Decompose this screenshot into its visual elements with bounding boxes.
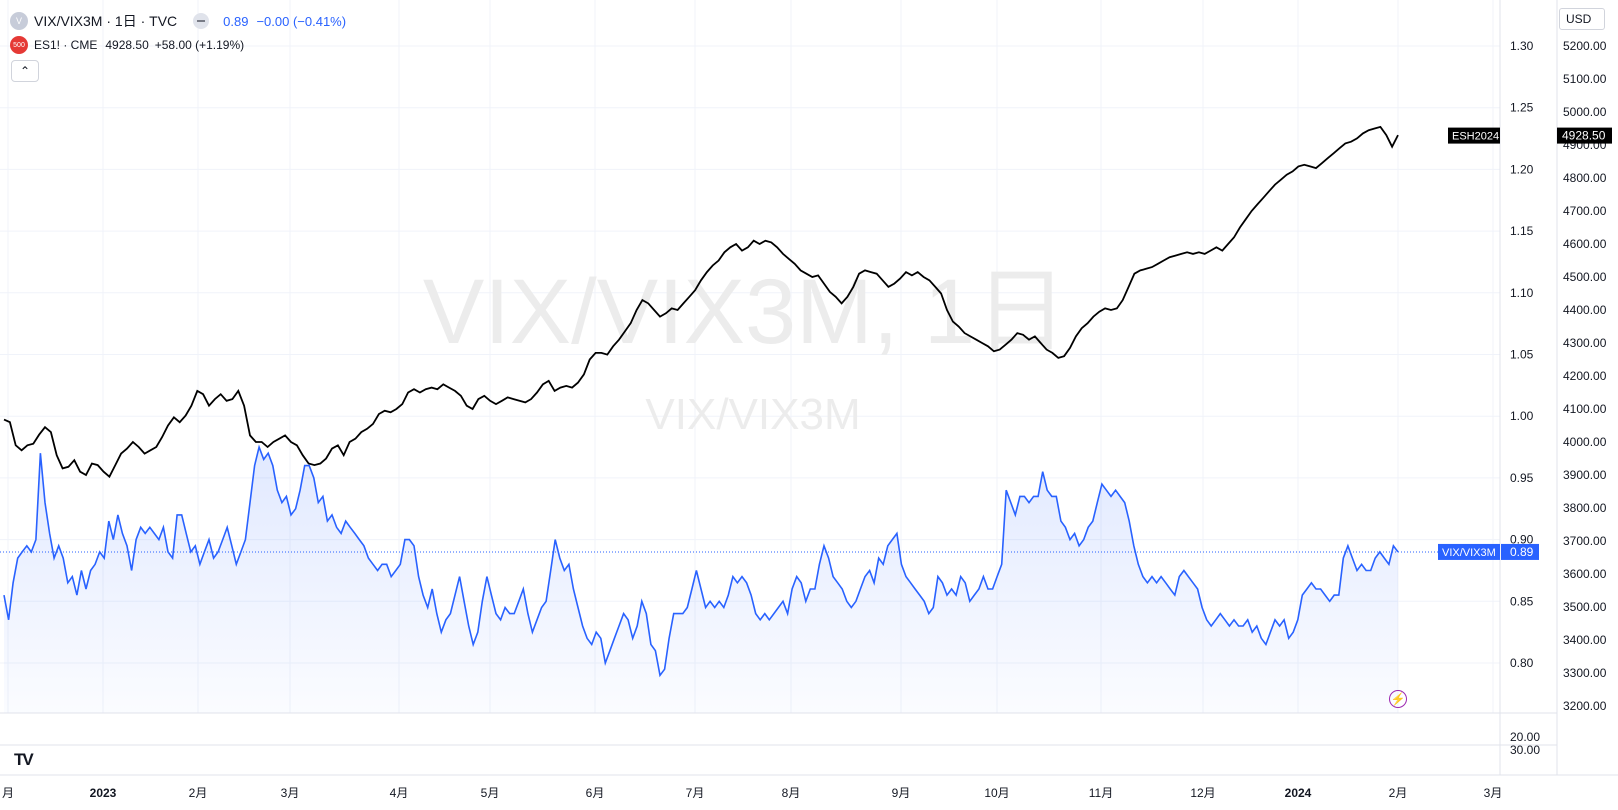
symbol-logo-icon: V xyxy=(10,12,28,30)
ratio-tick-label: 0.90 xyxy=(1510,533,1534,547)
ratio-tick-label: 1.30 xyxy=(1510,39,1534,53)
price-tick-label: 4500.00 xyxy=(1563,270,1607,284)
ratio-tick-label: 1.15 xyxy=(1510,224,1534,238)
last-value-badge xyxy=(1501,543,1539,560)
x-tick-label: 5月 xyxy=(481,786,500,800)
price-tick-label: 3700.00 xyxy=(1563,534,1607,548)
price-tick-label: 4400.00 xyxy=(1563,303,1607,317)
ratio-tick-label: 1.20 xyxy=(1510,162,1534,176)
price-tick-label: 5100.00 xyxy=(1563,72,1607,86)
ratio-tick-label: 0.80 xyxy=(1510,656,1534,670)
price-tick-label: 5000.00 xyxy=(1563,105,1607,119)
legend-overlay-row[interactable]: 500 ES1! · CME 4928.50 +58.00 (+1.19%) xyxy=(10,36,244,54)
price-tick-label: 3900.00 xyxy=(1563,468,1607,482)
price-tick-label: 3600.00 xyxy=(1563,567,1607,581)
legend-main-row[interactable]: V VIX/VIX3M · 1日 · TVC 0.89 −0.00 (−0.41… xyxy=(10,11,346,31)
legend-main-change: −0.00 (−0.41%) xyxy=(256,13,347,29)
price-tick-label: 4100.00 xyxy=(1563,402,1607,416)
price-tick-label: 3500.00 xyxy=(1563,600,1607,614)
price-tick-label: 4700.00 xyxy=(1563,204,1607,218)
lightning-icon[interactable]: ⚡ xyxy=(1389,690,1407,708)
price-tick-label: 3300.00 xyxy=(1563,666,1607,680)
es-name-badge xyxy=(1448,127,1500,144)
price-tick-label: 4000.00 xyxy=(1563,435,1607,449)
price-tick-label: 4200.00 xyxy=(1563,369,1607,383)
collapse-legend-button[interactable]: ⌃ xyxy=(11,60,39,82)
x-tick-label: 10月 xyxy=(984,786,1009,800)
chevron-up-icon: ⌃ xyxy=(19,64,31,78)
price-tick-label: 4600.00 xyxy=(1563,237,1607,251)
x-tick-label: 2023 xyxy=(90,786,117,800)
es-name-badge-label: ESH2024 xyxy=(1452,131,1499,143)
last-value-label: 0.89 xyxy=(1510,545,1534,559)
x-tick-label: 月 xyxy=(2,786,14,800)
es-line[interactable] xyxy=(3,125,1399,479)
watermark-sub: VIX/VIX3M xyxy=(645,390,860,439)
sp500-logo-icon: 500 xyxy=(10,36,28,54)
price-tick-label: 3200.00 xyxy=(1563,699,1607,713)
price-tick-label: 4300.00 xyxy=(1563,336,1607,350)
tradingview-logo-icon[interactable]: TV xyxy=(14,750,34,769)
x-tick-label: 12月 xyxy=(1190,786,1215,800)
ratio-tick-label: 0.85 xyxy=(1510,594,1534,608)
ratio-tick-label: 1.10 xyxy=(1510,286,1534,300)
x-tick-label: 2月 xyxy=(189,786,208,800)
legend-main-value: 0.89 xyxy=(223,13,249,29)
x-tick-label: 8月 xyxy=(782,786,801,800)
legend-main-title: VIX/VIX3M · 1日 · TVC xyxy=(34,13,178,29)
series-name-badge xyxy=(1438,543,1500,560)
price-tick-label: 3400.00 xyxy=(1563,633,1607,647)
legend-overlay-change: +58.00 (+1.19%) xyxy=(154,38,245,52)
x-tick-label: 11月 xyxy=(1089,786,1113,800)
watermark-main: VIX/VIX3M, 1日 xyxy=(423,261,1067,363)
x-tick-label: 3月 xyxy=(281,786,300,800)
vix-area xyxy=(4,447,1398,713)
ratio-tick-label: 1.05 xyxy=(1510,348,1534,362)
legend-overlay-value: 4928.50 xyxy=(105,38,149,52)
x-tick-label: 3月 xyxy=(1484,786,1503,800)
price-tick-label: 5200.00 xyxy=(1563,39,1607,53)
x-tick-label: 2月 xyxy=(1389,786,1408,800)
price-tick-label: 4800.00 xyxy=(1563,171,1607,185)
ratio-tick-label: 1.00 xyxy=(1510,409,1534,423)
x-tick-label: 2024 xyxy=(1285,786,1312,800)
ratio-tick-label: 0.95 xyxy=(1510,471,1534,485)
series-layer xyxy=(0,125,1500,713)
ratio-tick-label: 1.25 xyxy=(1510,101,1534,115)
x-tick-label: 7月 xyxy=(686,786,705,800)
volume-tick-label: 30.00 xyxy=(1510,743,1540,757)
vix-line[interactable] xyxy=(3,444,1399,678)
legend-overlay-title: ES1! · CME xyxy=(34,38,98,52)
series-name-badge-label: VIX/VIX3M xyxy=(1442,547,1496,559)
x-tick-label: 6月 xyxy=(586,786,605,800)
currency-button[interactable]: USD xyxy=(1559,8,1605,30)
x-tick-label: 9月 xyxy=(892,786,911,800)
x-tick-label: 4月 xyxy=(390,786,409,800)
hide-series-icon[interactable] xyxy=(193,13,210,29)
volume-tick-label: 20.00 xyxy=(1510,730,1540,744)
es-last-value-label: 4928.50 xyxy=(1562,129,1606,143)
es-last-value-badge xyxy=(1557,127,1612,144)
price-tick-label: 3800.00 xyxy=(1563,501,1607,515)
